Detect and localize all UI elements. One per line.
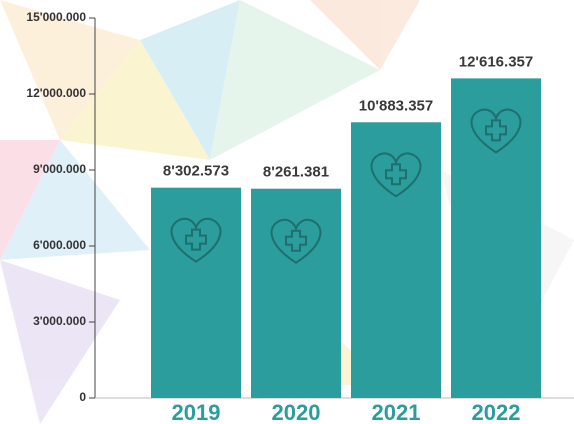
value-label: 8'261.381 [263, 164, 329, 181]
bar [151, 188, 241, 398]
value-label: 8'302.573 [163, 163, 229, 180]
x-tick-label: 2020 [272, 400, 321, 424]
x-tick-label: 2021 [372, 400, 421, 424]
y-tick-label: 9'000.000 [33, 162, 86, 176]
y-tick-label: 12'000.000 [26, 86, 86, 100]
value-label: 10'883.357 [359, 97, 433, 114]
y-tick-label: 0 [79, 390, 86, 404]
y-tick-label: 6'000.000 [33, 238, 86, 252]
y-tick-label: 3'000.000 [33, 314, 86, 328]
bar [251, 189, 341, 398]
bar [451, 78, 541, 398]
x-tick-label: 2022 [472, 400, 521, 424]
value-label: 12'616.357 [459, 53, 533, 70]
x-tick-label: 2019 [172, 400, 221, 424]
chart: 0 3'000.000 6'000.000 9'000.000 12'000.000 15… [0, 0, 574, 424]
y-tick-label: 15'000.000 [26, 10, 86, 24]
